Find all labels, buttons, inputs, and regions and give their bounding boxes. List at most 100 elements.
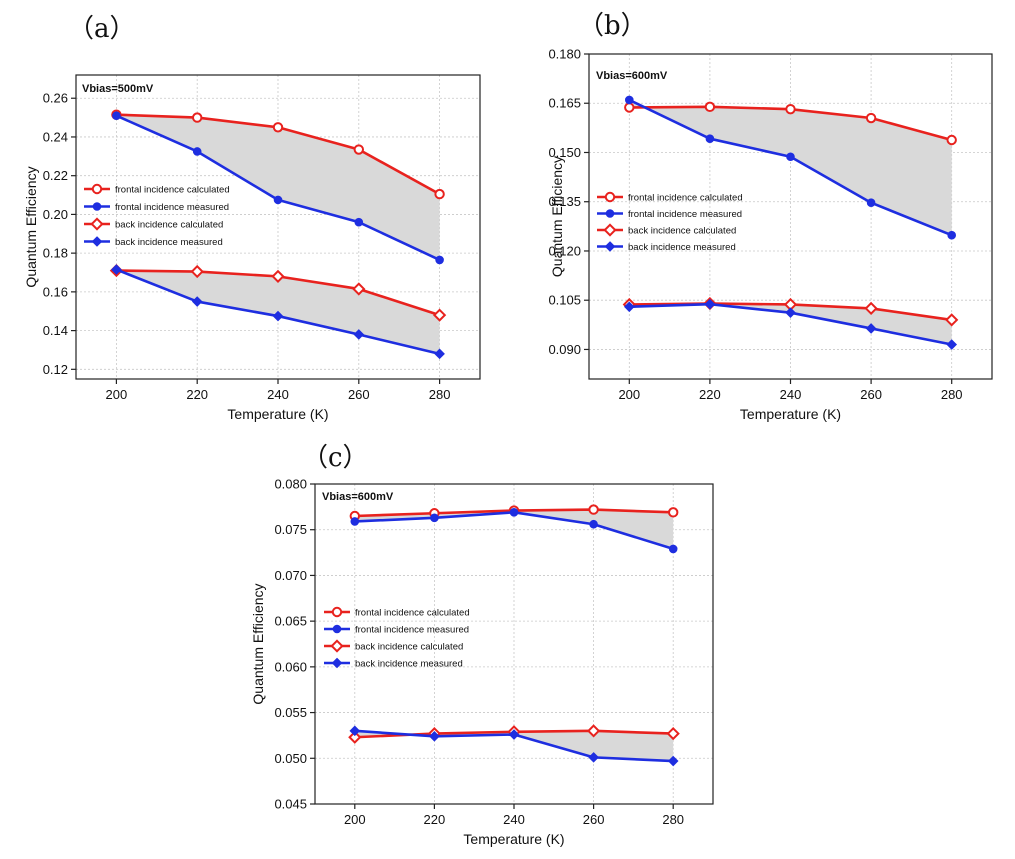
data-point: [434, 188, 445, 200]
y-tick-label: 0.090: [548, 342, 581, 357]
legend-label: frontal incidence measured: [115, 202, 229, 213]
x-axis-label: Temperature (K): [463, 831, 564, 847]
data-point: [354, 217, 364, 227]
y-tick-label: 0.045: [274, 797, 307, 812]
data-point: [434, 348, 445, 360]
data-point: [353, 329, 365, 340]
data-point: [946, 134, 957, 146]
legend: frontal incidence calculated frontal inci…: [324, 606, 470, 670]
data-point: [509, 508, 519, 517]
x-tick-label: 200: [106, 387, 128, 402]
y-tick-label: 0.26: [43, 91, 68, 106]
x-tick-label: 240: [267, 387, 289, 402]
y-tick-label: 0.18: [43, 246, 68, 261]
data-point: [704, 101, 716, 113]
legend-label: frontal incidence measured: [628, 209, 742, 220]
data-point: [865, 323, 877, 334]
chart-panel-2: （b） 0.090 0.105 0.120 0.135 0.150 0.165 0.180 20…: [548, 11, 993, 422]
legend-marker: [92, 202, 102, 211]
series-1: [111, 109, 445, 200]
y-tick-label: 0.180: [548, 47, 581, 62]
data-point: [668, 507, 679, 518]
panel-label: （c）: [302, 443, 369, 473]
series-2: [112, 111, 444, 265]
data-point: [946, 339, 958, 350]
chart-panel-3: （c） 0.045 0.050 0.055 0.060 0.065 0.070 0.075 0.…: [250, 443, 714, 847]
legend-label: back incidence calculated: [355, 642, 463, 653]
y-tick-label: 0.060: [274, 659, 307, 674]
legend-label: back incidence measured: [628, 242, 736, 253]
legend-marker: [90, 217, 104, 231]
y-tick-label: 0.22: [43, 168, 68, 183]
legend-marker: [604, 241, 616, 252]
x-tick-label: 280: [662, 812, 684, 827]
legend-marker: [331, 657, 343, 669]
series-4: [349, 725, 679, 767]
data-point: [352, 282, 366, 296]
y-tick-label: 0.070: [274, 568, 307, 583]
bias-annotation: Vbias=500mV: [82, 83, 154, 95]
legend-label: frontal incidence measured: [355, 625, 469, 636]
data-point: [273, 195, 283, 205]
y-axis-label: Quantum Efficiency: [549, 156, 565, 277]
legend-marker: [604, 191, 616, 203]
legend-label: back incidence calculated: [115, 220, 223, 231]
x-tick-label: 240: [503, 812, 525, 827]
data-point: [350, 517, 360, 526]
y-tick-label: 0.055: [274, 705, 307, 720]
data-point: [272, 310, 284, 322]
data-point: [667, 755, 679, 767]
y-tick-label: 0.135: [548, 194, 581, 209]
data-point: [624, 102, 635, 113]
data-point: [865, 112, 877, 124]
x-tick-label: 220: [424, 812, 446, 827]
data-point: [348, 730, 362, 744]
legend-marker: [91, 183, 103, 195]
y-tick-label: 0.14: [43, 323, 68, 338]
x-axis-label: Temperature (K): [227, 406, 328, 422]
x-axis-label: Temperature (K): [740, 406, 841, 422]
series-1: [624, 101, 957, 146]
data-point: [430, 513, 439, 523]
y-axis-label: Quantum Efficiency: [250, 583, 266, 704]
y-tick-label: 0.20: [43, 207, 68, 222]
x-tick-label: 220: [699, 387, 721, 402]
legend-marker: [330, 639, 344, 653]
bias-annotation: Vbias=600mV: [596, 70, 668, 82]
data-point: [112, 111, 121, 120]
x-tick-label: 260: [348, 387, 370, 402]
y-tick-label: 0.075: [274, 522, 307, 537]
panel-label: （a）: [68, 14, 136, 44]
x-tick-label: 260: [583, 812, 605, 827]
series-3: [109, 263, 447, 322]
data-point: [785, 307, 796, 318]
data-point: [785, 103, 796, 115]
shaded-region-1: [354, 509, 674, 549]
legend-marker: [91, 236, 103, 247]
chart-panel-1: （a） 0.12 0.14 0.16 0.18 0.20 0.22 0.24 0.26 200 22…: [23, 14, 481, 422]
data-point: [666, 726, 680, 741]
data-point: [432, 308, 447, 322]
data-point: [353, 144, 364, 155]
bias-annotation: Vbias=600mV: [322, 491, 394, 503]
legend-marker: [605, 209, 615, 218]
y-tick-label: 0.16: [43, 284, 68, 299]
data-point: [588, 752, 599, 763]
y-tick-label: 0.105: [548, 293, 581, 308]
legend-marker: [603, 223, 617, 237]
legend-label: frontal incidence calculated: [115, 185, 230, 196]
data-point: [866, 198, 876, 208]
data-point: [947, 230, 957, 240]
panel-label: （b）: [578, 11, 647, 41]
y-tick-label: 0.24: [43, 129, 68, 144]
series-4: [111, 264, 445, 360]
y-tick-label: 0.165: [548, 96, 581, 111]
data-point: [864, 301, 878, 316]
x-tick-label: 220: [186, 387, 208, 402]
data-point: [349, 725, 361, 737]
legend-label: back incidence measured: [355, 659, 463, 670]
x-tick-label: 260: [860, 387, 882, 402]
series-2: [625, 95, 957, 240]
data-point: [192, 112, 203, 123]
